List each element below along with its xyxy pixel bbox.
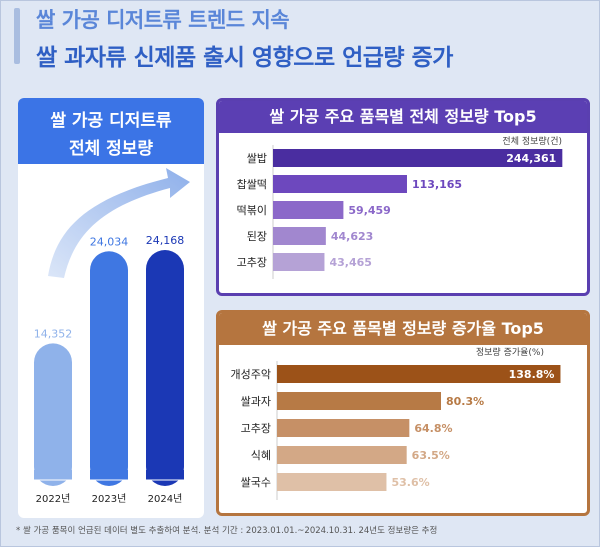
yearly-bar-base-2 [146,470,184,480]
category-label-0: 쌀밥 [247,152,267,165]
bar-4 [277,473,387,491]
bar-4 [273,253,325,271]
total-volume-top5-panel: 쌀 가공 주요 품목별 전체 정보량 Top5 전체 정보량(건) 쌀밥 244,3… [216,98,590,296]
value-label-2: 59,459 [348,204,390,217]
bar-2 [277,419,410,437]
unit-label: 전체 정보량(건) [502,135,562,147]
value-label-2: 64.8% [414,422,452,435]
yearly-bar-1 [90,251,128,486]
yearly-bar-2 [146,250,184,486]
yearly-bar-0 [34,343,72,486]
category-label-3: 식혜 [251,449,271,462]
value-label-1: 80.3% [446,395,484,408]
yearly-category-label-1: 2023년 [92,493,127,505]
yearly-volume-card: 쌀 가공 디저트류 전체 정보량 14,352 2022년 24,034 2023년 2… [18,98,204,518]
value-label-4: 53.6% [391,476,429,489]
yearly-category-label-2: 2024년 [148,493,183,505]
value-label-1: 113,165 [412,178,462,191]
total-volume-top5-chart: 전체 정보량(건) 쌀밥 244,361 찹쌀떡 113,165 떡볶이 59,459 된장 4… [237,135,563,279]
category-label-2: 고추장 [241,422,271,435]
category-label-4: 고추장 [237,256,267,269]
footnote: * 쌀 가공 품목이 언급된 데이터 별도 추출하여 분석. 분석 기간 : 2… [16,526,438,536]
yearly-volume-chart: 14,352 2022년 24,034 2023년 24,168 2024년 [28,168,194,505]
category-label-1: 찹쌀떡 [237,178,267,191]
growth-rate-top5-panel: 쌀 가공 주요 품목별 정보량 증가율 Top5 정보량 증가율(%) 개성주악 1… [216,310,590,516]
bar-0 [273,149,563,167]
yearly-volume-header: 쌀 가공 디저트류 전체 정보량 [18,98,204,164]
value-label-0: 138.8% [509,368,555,381]
category-label-1: 쌀과자 [241,395,271,408]
bar-1 [277,392,441,410]
yearly-value-label-0: 14,352 [34,327,73,340]
value-label-4: 43,465 [329,256,371,269]
bar-3 [273,227,326,245]
rising-arrow-icon [48,168,190,278]
yearly-bar-base-0 [34,470,72,480]
category-label-3: 된장 [247,230,267,243]
yearly-category-label-0: 2022년 [36,493,71,505]
yearly-volume-title-line-1: 쌀 가공 디저트류 [50,111,172,131]
bar-1 [273,175,407,193]
yearly-bar-base-1 [90,470,128,480]
unit-label: 정보량 증가율(%) [476,346,544,358]
value-label-3: 44,623 [331,230,373,243]
category-label-2: 떡볶이 [237,204,267,217]
bar-0 [277,365,561,383]
headline-line-1: 쌀 가공 디저트류 트렌드 지속 [36,8,290,32]
headline-accent-bar [14,8,20,64]
value-label-0: 244,361 [506,152,556,165]
category-label-4: 쌀국수 [241,476,271,489]
total-volume-top5-title: 쌀 가공 주요 품목별 전체 정보량 Top5 [219,101,587,133]
yearly-value-label-1: 24,034 [90,235,129,248]
growth-rate-top5-title: 쌀 가공 주요 품목별 정보량 증가율 Top5 [219,313,587,345]
headline-line-2: 쌀 과자류 신제품 출시 영향으로 언급량 증가 [36,45,453,71]
bar-3 [277,446,407,464]
yearly-volume-title-line-2: 전체 정보량 [68,139,154,159]
yearly-value-label-2: 24,168 [146,234,185,247]
value-label-3: 63.5% [412,449,450,462]
category-label-0: 개성주악 [231,368,271,381]
bar-2 [273,201,344,219]
growth-rate-top5-chart: 정보량 증가율(%) 개성주악 138.8% 쌀과자 80.3% 고추장 64.8% 식혜 63… [231,346,561,500]
